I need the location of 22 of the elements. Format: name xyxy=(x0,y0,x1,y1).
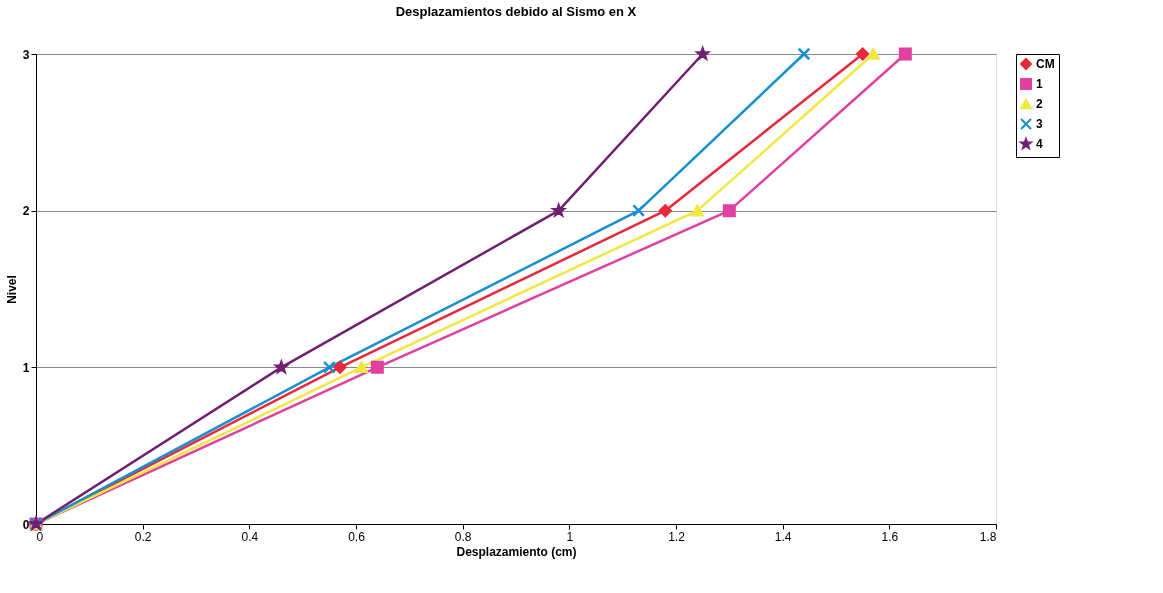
x-tick-label: 1 xyxy=(566,529,574,544)
x-tick-label: 1.6 xyxy=(881,529,899,544)
x-tick-label: 0.4 xyxy=(241,529,259,544)
x-tick-label: 0.8 xyxy=(454,529,472,544)
x-axis-title: Desplazamiento (cm) xyxy=(456,544,577,559)
legend-label: CM xyxy=(1036,57,1055,71)
legend-label: 4 xyxy=(1036,137,1043,151)
legend-label: 3 xyxy=(1036,117,1043,131)
x-tick-label: 1.2 xyxy=(668,529,686,544)
legend-label: 2 xyxy=(1036,97,1043,111)
chart-title: Desplazamientos debido al Sismo en X xyxy=(395,3,637,19)
x-tick-label: 0.2 xyxy=(134,529,152,544)
y-axis-title: Nivel xyxy=(4,275,19,304)
y-tick-label: 0 xyxy=(22,517,30,532)
x-tick-label: 0 xyxy=(36,529,44,544)
y-tick-label: 2 xyxy=(22,204,30,219)
y-tick-label: 1 xyxy=(22,360,30,375)
x-tick-label: 0.6 xyxy=(348,529,366,544)
x-tick-label: 1.8 xyxy=(979,529,997,544)
legend-label: 1 xyxy=(1036,77,1043,91)
x-tick-label: 1.4 xyxy=(774,529,792,544)
y-tick-label: 3 xyxy=(22,47,30,62)
